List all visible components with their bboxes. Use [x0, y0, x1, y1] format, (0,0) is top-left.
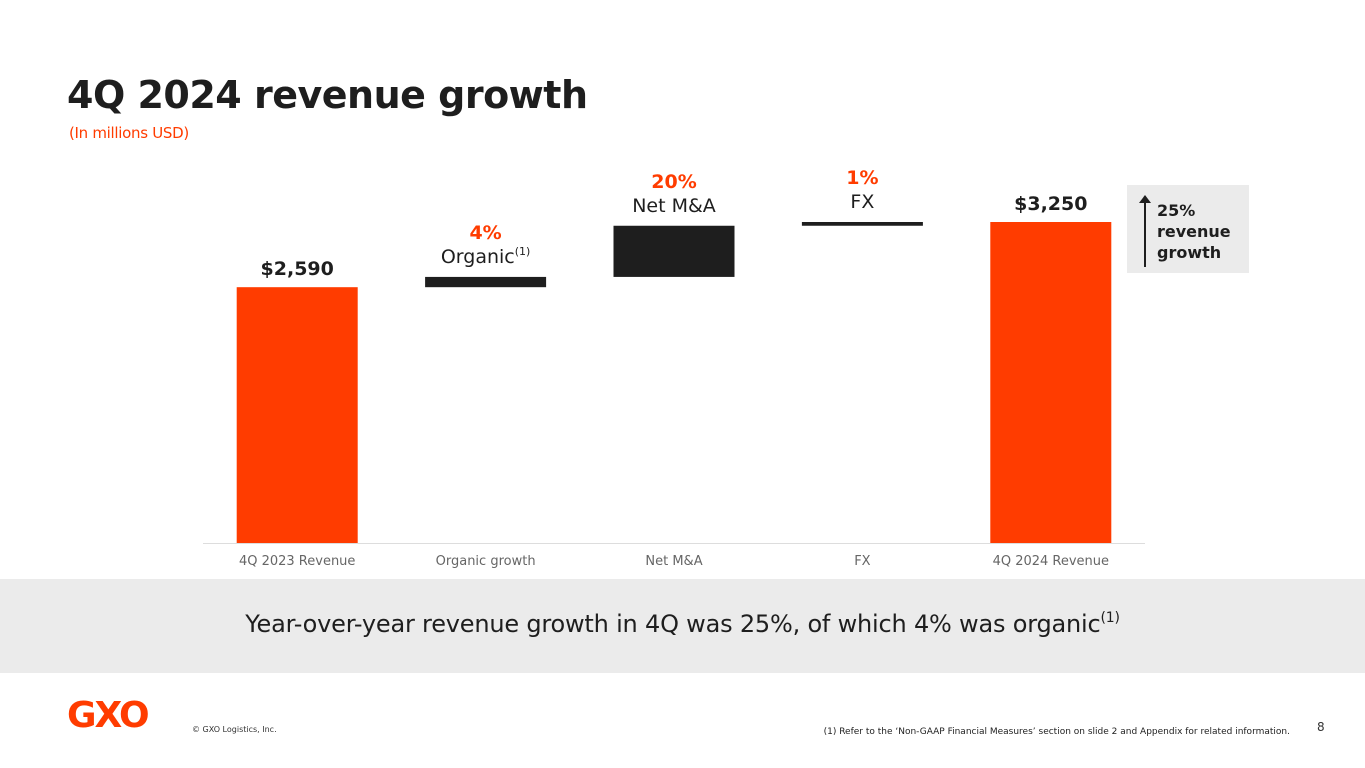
value-label-0: $2,590: [261, 258, 334, 280]
arrow-shaft: [1144, 201, 1146, 267]
page-subtitle: (In millions USD): [69, 124, 189, 142]
copyright-text: © GXO Logistics, Inc.: [192, 725, 277, 734]
bar-0: [236, 287, 358, 543]
name-label-1: Organic(1): [441, 245, 530, 268]
summary-banner: Year-over-year revenue growth in 4Q was …: [0, 579, 1365, 673]
name-label-3: FX: [850, 191, 874, 213]
callout-text: 25% revenue growth: [1157, 201, 1231, 262]
tick-label-2: Net M&A: [645, 554, 702, 569]
tick-label-3: FX: [854, 554, 870, 569]
summary-footnote-marker: (1): [1100, 610, 1120, 626]
arrow-up-icon: [1139, 195, 1151, 203]
summary-text: Year-over-year revenue growth in 4Q was …: [0, 610, 1365, 638]
bar-2: [613, 225, 735, 277]
bar-3: [801, 222, 923, 226]
bar-4: [990, 222, 1112, 543]
tick-label-0: 4Q 2023 Revenue: [239, 554, 355, 569]
pct-label-1: 4%: [469, 222, 501, 244]
summary-main-text: Year-over-year revenue growth in 4Q was …: [245, 610, 1101, 638]
page-number: 8: [1317, 720, 1325, 734]
superscript-1: (1): [515, 245, 531, 258]
value-label-4: $3,250: [1014, 193, 1087, 215]
growth-callout: 25% revenue growth: [1127, 185, 1249, 273]
gxo-logo: GXO: [67, 695, 150, 736]
bar-1: [425, 276, 547, 288]
footnote-text: (1) Refer to the ‘Non-GAAP Financial Mea…: [823, 727, 1290, 737]
tick-label-4: 4Q 2024 Revenue: [993, 554, 1109, 569]
waterfall-chart: 4Q 2023 Revenue $2,590 Organic growth Organ…: [203, 167, 1145, 569]
page-title: 4Q 2024 revenue growth: [67, 73, 588, 117]
pct-label-3: 1%: [846, 167, 878, 189]
name-label-2: Net M&A: [632, 195, 716, 217]
tick-label-1: Organic growth: [436, 554, 536, 569]
pct-label-2: 20%: [651, 171, 696, 193]
